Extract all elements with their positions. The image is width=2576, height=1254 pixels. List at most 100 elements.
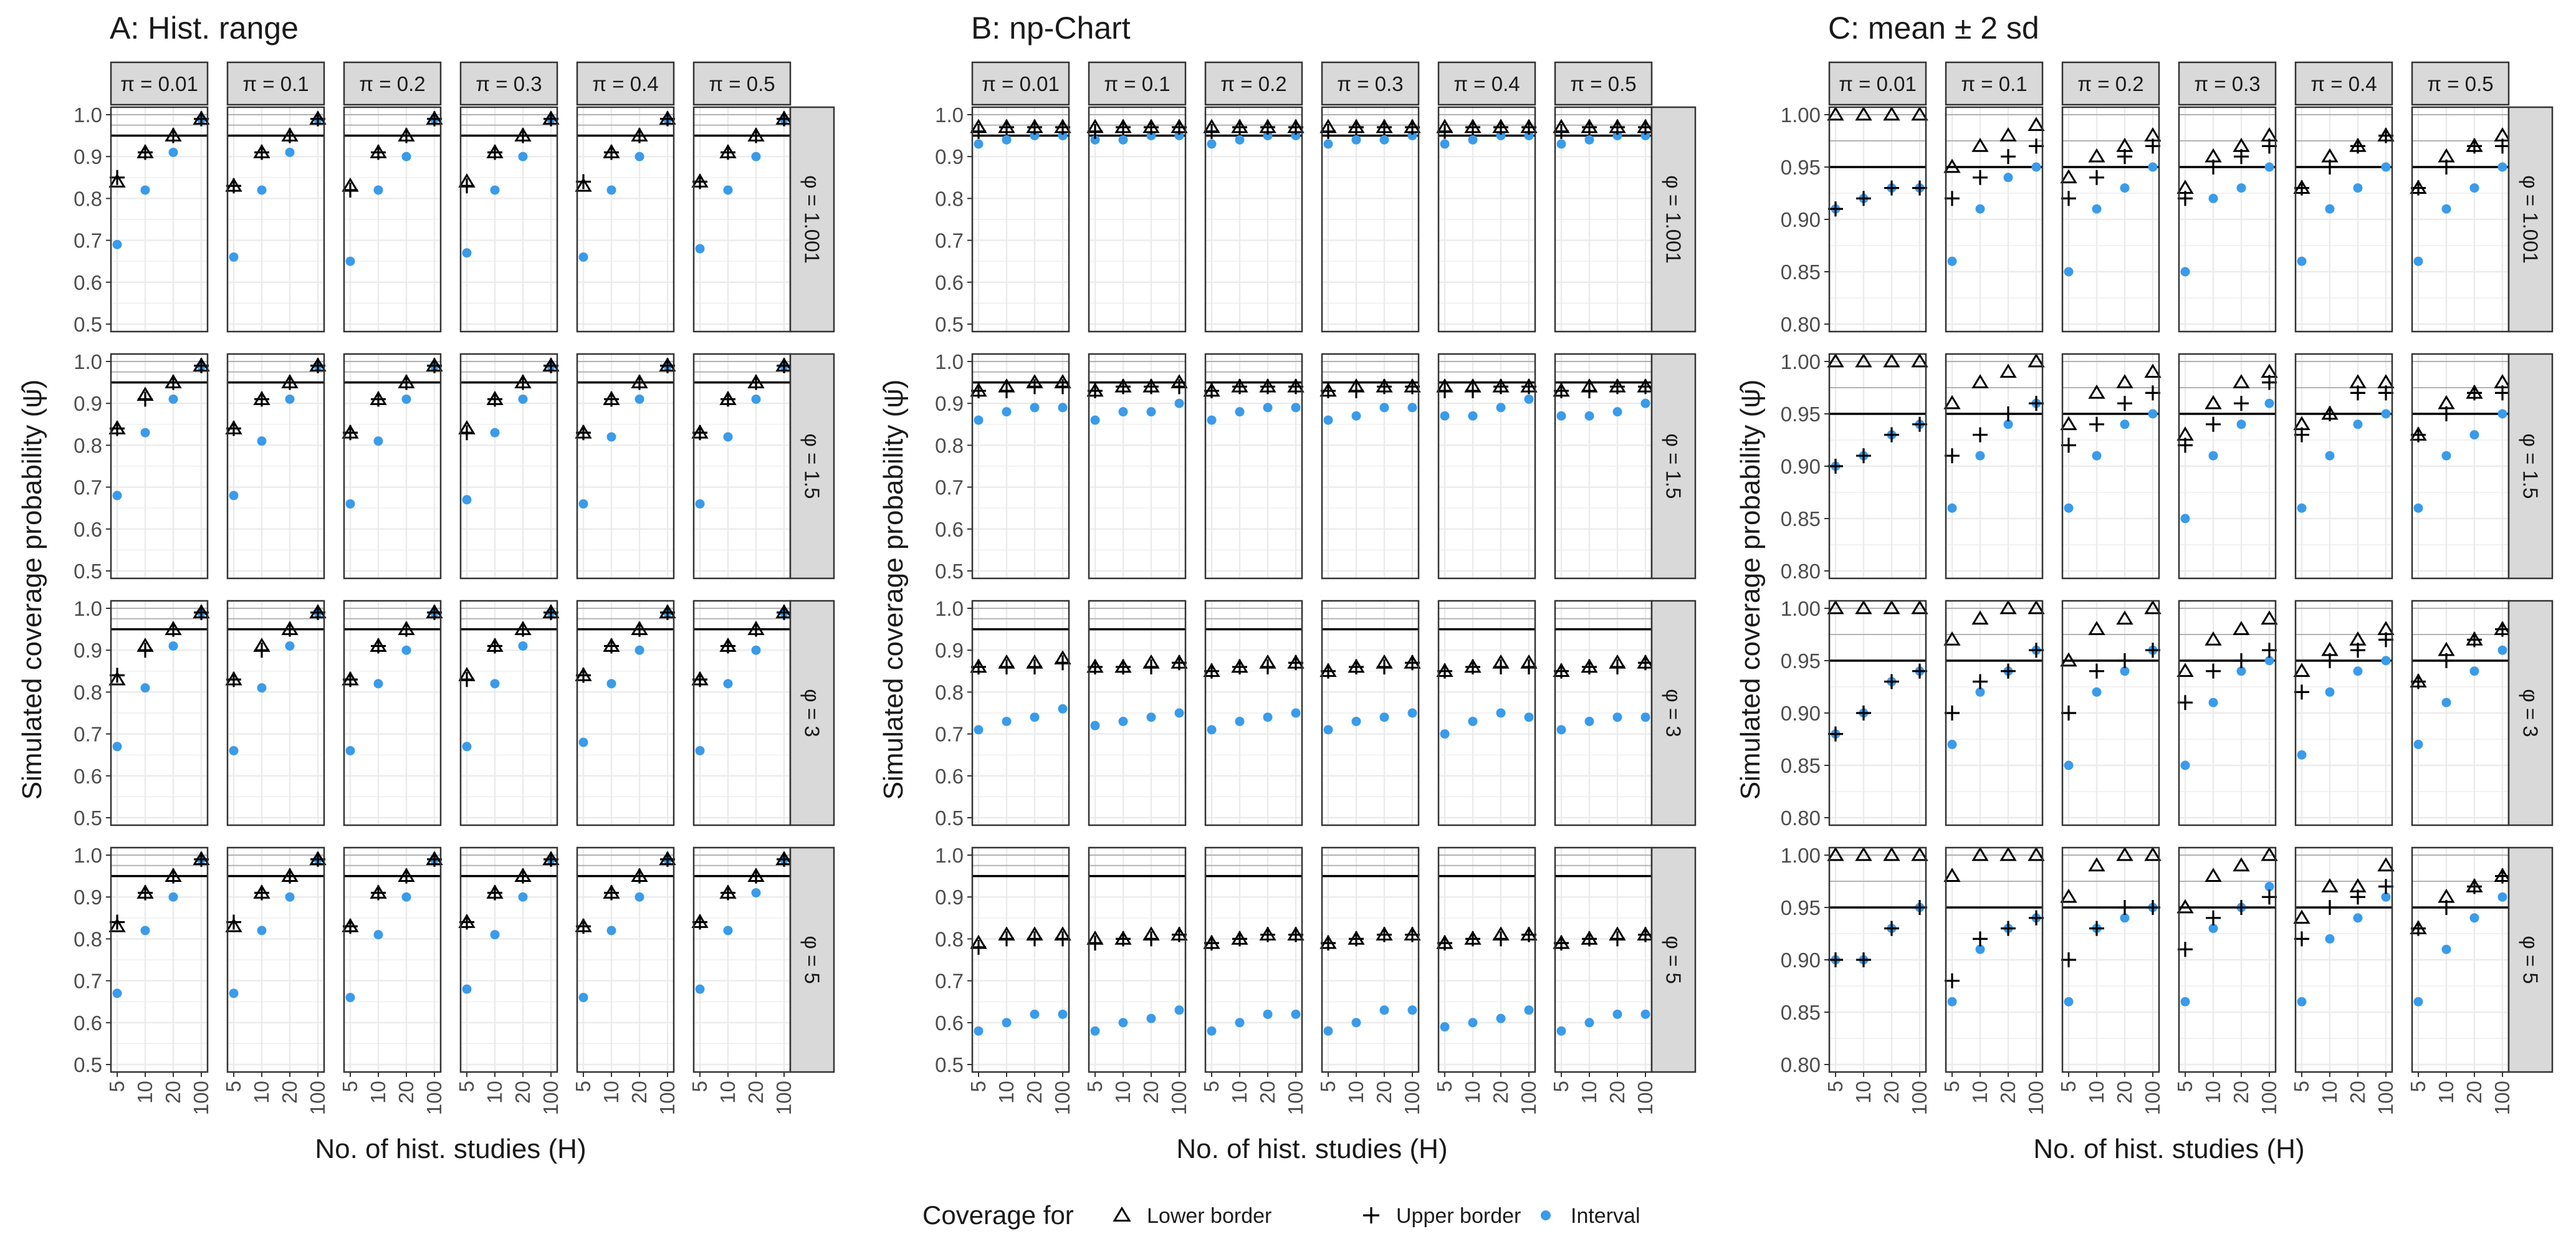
interval-point	[634, 151, 644, 161]
interval-point	[345, 745, 355, 755]
lower-border-point	[1026, 374, 1043, 388]
y-tick-label: 0.7	[935, 476, 964, 499]
lower-border-point	[281, 868, 299, 882]
lower-border-point	[1231, 378, 1248, 393]
lower-border-point	[1581, 118, 1598, 133]
lower-border-point	[1348, 378, 1365, 393]
x-tick-label: 100	[1517, 1081, 1540, 1115]
lower-border-point	[426, 357, 443, 372]
upper-border-point	[2234, 900, 2249, 915]
interval-point	[1174, 131, 1184, 141]
interval-point	[2297, 503, 2307, 513]
lower-border-point	[1348, 118, 1365, 133]
lower-border-point	[575, 917, 592, 932]
lower-border-point	[1883, 106, 1900, 121]
column-strip-label: π = 0.1	[1961, 72, 2027, 95]
interval-point	[1146, 712, 1156, 722]
x-tick-label: 100	[772, 1081, 795, 1115]
lower-border-point	[2494, 374, 2511, 388]
facet-border	[971, 600, 1070, 826]
facet-border	[1828, 846, 1927, 1073]
x-tick-label: 5	[2173, 1081, 2196, 1092]
lower-border-point	[659, 851, 676, 866]
lower-border-point	[342, 917, 359, 932]
lower-border-point	[486, 884, 504, 899]
y-tick-label: 0.90	[1781, 949, 1821, 972]
upper-border-point	[2029, 643, 2044, 658]
x-tick-label: 10	[2201, 1081, 2224, 1104]
interval-point	[518, 394, 528, 404]
upper-border-point	[2145, 643, 2160, 658]
facet-border	[2294, 846, 2393, 1073]
lower-border-point	[309, 851, 327, 866]
lower-border-point	[370, 638, 387, 652]
facet-border	[971, 846, 1070, 1073]
facet-border	[1828, 600, 1927, 826]
interval-point	[723, 926, 733, 936]
lower-border-point	[1520, 118, 1538, 133]
x-tick-label: 10	[2085, 1081, 2108, 1104]
legend-key-upper-border	[1363, 1207, 1379, 1223]
x-tick-label: 100	[306, 1081, 329, 1115]
upper-border-point	[1828, 726, 1843, 742]
lower-border-point	[1609, 926, 1626, 941]
lower-border-point	[2321, 641, 2339, 656]
lower-border-point	[2438, 148, 2455, 163]
facet-border	[343, 600, 442, 826]
interval-point	[1058, 704, 1068, 714]
lower-border-point	[719, 638, 737, 652]
lower-border-point	[1637, 926, 1654, 941]
interval-point	[1323, 1026, 1333, 1036]
interval-point	[2497, 645, 2507, 655]
row-strip-label: φ = 1.5	[2519, 434, 2542, 499]
facet-border	[343, 846, 442, 1073]
interval-point	[1496, 708, 1506, 718]
lower-border-point	[719, 144, 737, 158]
row-strip	[2507, 106, 2554, 333]
lower-border-point	[2494, 127, 2511, 141]
x-tick-label: 100	[1908, 1081, 1931, 1115]
lower-border-point	[2088, 148, 2105, 163]
lower-border-point	[2349, 138, 2367, 152]
interval-point	[2381, 656, 2391, 666]
column-strip-label: π = 0.3	[476, 72, 542, 95]
interval-point	[1496, 403, 1506, 413]
lower-border-point	[281, 127, 299, 141]
interval-point	[606, 926, 616, 936]
upper-border-point	[1884, 921, 1899, 936]
interval-point	[2031, 162, 2041, 172]
facet-border	[459, 106, 558, 333]
lower-border-point	[2466, 878, 2483, 893]
lower-border-point	[998, 926, 1015, 941]
lower-border-point	[631, 127, 648, 141]
lower-border-point	[398, 868, 415, 882]
y-tick-label: 0.95	[1781, 156, 1821, 179]
y-tick-label: 1.0	[935, 844, 964, 867]
interval-point	[2236, 183, 2246, 193]
interval-point	[490, 185, 500, 195]
lower-border-point	[1287, 926, 1305, 941]
interval-point	[695, 244, 705, 254]
lower-border-point	[486, 638, 504, 652]
interval-point	[1235, 716, 1245, 726]
lower-border-point	[2088, 857, 2105, 872]
lower-border-point	[1999, 846, 2017, 861]
lower-border-point	[253, 884, 271, 899]
lower-border-point	[2233, 857, 2250, 872]
lower-border-point	[1086, 658, 1104, 673]
lower-border-point	[1054, 926, 1071, 941]
interval-point	[1468, 135, 1478, 145]
upper-border-point	[1884, 674, 1899, 689]
y-tick-label: 0.7	[74, 970, 102, 993]
lower-border-point	[514, 127, 532, 141]
facet-border	[1088, 353, 1187, 580]
x-tick-label: 100	[423, 1081, 446, 1115]
y-tick-label: 1.00	[1781, 844, 1821, 867]
interval-point	[1146, 407, 1156, 417]
x-tick-label: 5	[1824, 1081, 1847, 1092]
upper-border-point	[2117, 900, 2132, 915]
lower-border-point	[2176, 899, 2194, 914]
interval-point	[2064, 760, 2074, 770]
lower-border-point	[1114, 118, 1132, 133]
interval-point	[1407, 708, 1417, 718]
